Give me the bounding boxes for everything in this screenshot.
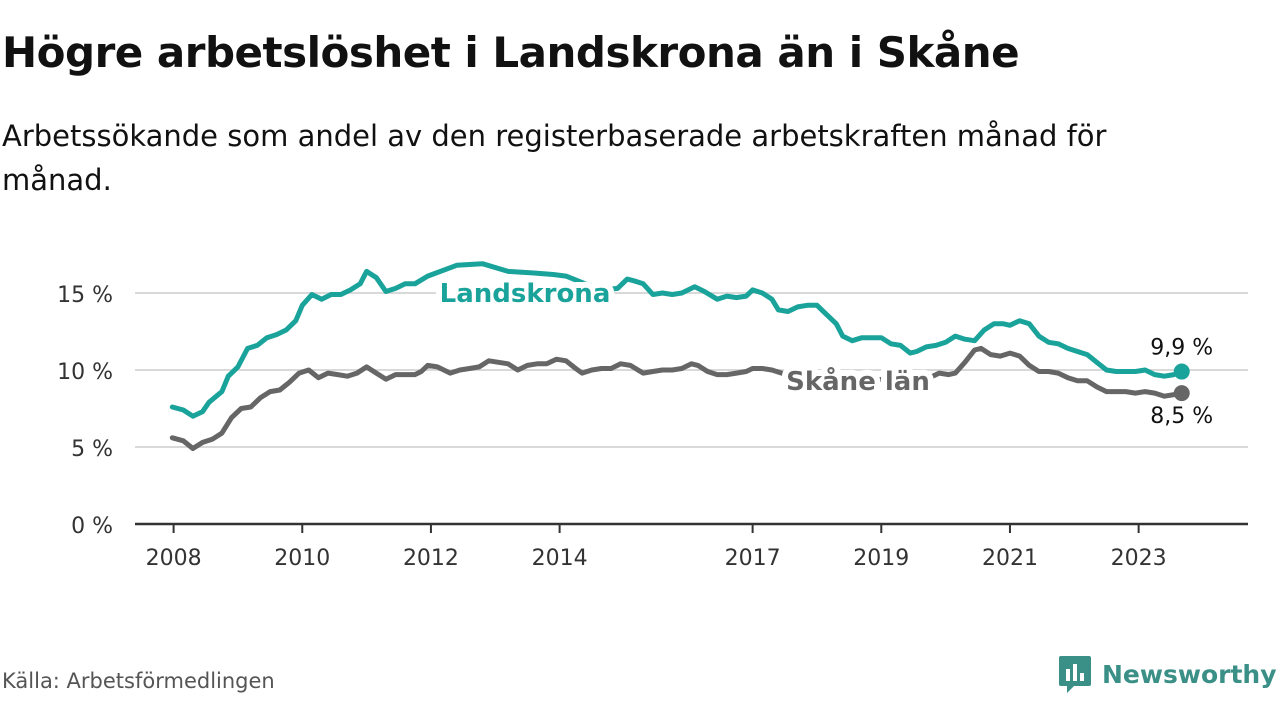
x-tick-label: 2021 <box>982 546 1038 571</box>
series-labels: Landskrona Skåne län <box>434 273 936 403</box>
x-axis: 2008 2010 2012 2014 2017 2019 2021 2023 <box>135 522 1248 571</box>
gridlines <box>135 292 1248 448</box>
x-tick-label: 2008 <box>146 546 202 571</box>
end-value-label: 9,9 % <box>1150 336 1213 361</box>
end-marker-landskrona <box>1173 363 1190 380</box>
x-tick-label: 2010 <box>274 546 330 571</box>
y-tick-label: 10 % <box>57 360 113 385</box>
series-lines <box>169 261 1185 451</box>
y-tick-label: 0 % <box>71 514 113 539</box>
chart-title: Högre arbetslöshet i Landskrona än i Skå… <box>2 28 1020 77</box>
series-label-landskrona: Landskrona <box>440 279 611 309</box>
series-line-skane-lan <box>169 345 1185 451</box>
brand-logo[interactable]: Newsworthy <box>1058 653 1277 695</box>
x-tick-label: 2014 <box>532 546 588 571</box>
x-tick-label: 2023 <box>1111 546 1167 571</box>
y-tick-label: 15 % <box>57 283 113 308</box>
y-tick-label: 5 % <box>71 437 113 462</box>
newsworthy-logo-icon <box>1059 656 1091 693</box>
end-marker-skane-lan <box>1173 385 1190 402</box>
series-label-skane-lan: Skåne län <box>786 365 930 397</box>
x-tick-label: 2012 <box>403 546 459 571</box>
end-markers: 9,9 % 8,5 % <box>1147 333 1216 433</box>
x-tick-label: 2017 <box>725 546 781 571</box>
brand-name: Newsworthy <box>1102 659 1277 689</box>
x-tick-label: 2019 <box>853 546 909 571</box>
chart-subtitle: Arbetssökande som andel av den registerb… <box>2 119 1107 197</box>
series-line-landskrona <box>169 261 1185 419</box>
y-axis-tick-labels: 0 % 5 % 10 % 15 % <box>57 283 113 539</box>
source-note: Källa: Arbetsförmedlingen <box>2 669 275 693</box>
end-value-label: 8,5 % <box>1150 404 1213 429</box>
